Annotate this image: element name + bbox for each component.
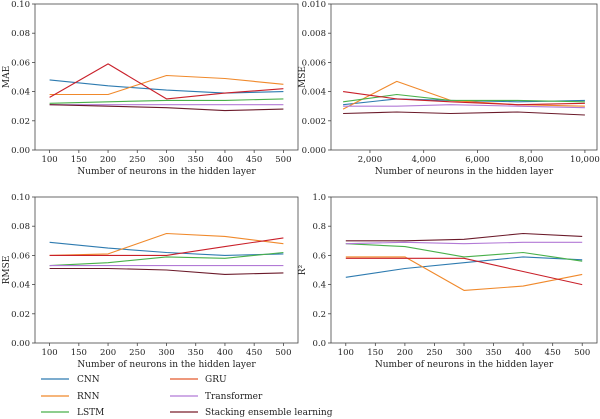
r2-x-tick-label: 100	[338, 348, 354, 358]
mae-y-tick-label: 0.00	[11, 146, 30, 156]
mse-x-tick-label: 8,000	[519, 155, 543, 165]
mse-x-tick-label: 6,000	[465, 155, 489, 165]
legend-label-gru: GRU	[205, 375, 227, 385]
mse-y-tick-label: 0.000	[302, 146, 326, 156]
r2-y-tick-label: 0.8	[312, 222, 326, 232]
mse-y-tick-label: 0.006	[302, 58, 326, 68]
mse-x-axis-label: Number of neurons in the hidden layer	[375, 167, 554, 177]
rmse-x-tick-label: 350	[188, 348, 204, 358]
rmse-line-rnn	[49, 232, 284, 256]
rmse-line-lstm	[49, 251, 284, 267]
mse-y-tick-label: 0.004	[302, 88, 326, 98]
r2-y-tick-label: 0.6	[312, 251, 326, 261]
r2-line-rnn	[345, 256, 583, 291]
mae-line-stacking	[49, 104, 284, 112]
rmse-x-tick-label: 400	[217, 348, 233, 358]
legend-label-cnn: CNN	[77, 375, 100, 385]
rmse-y-axis-label: RMSE	[2, 256, 12, 285]
r2-x-tick-label: 300	[456, 348, 472, 358]
mse-x-tick-label: 2,000	[358, 155, 382, 165]
rmse-y-tick-label: 0.06	[11, 251, 30, 261]
rmse-line-gru	[49, 237, 284, 256]
r2-y-tick-label: 1.0	[312, 193, 326, 203]
mae-line-lstm	[49, 98, 284, 104]
r2-plot-frame	[330, 196, 598, 344]
r2-x-tick-label: 150	[367, 348, 383, 358]
mae-line-cnn	[49, 79, 284, 94]
rmse-y-tick-label: 0.08	[11, 222, 30, 232]
mae-chart-panel: 0.00 0.02 0.04 0.06 0.08 0.10 100 150 200 250 300 3…	[2, 0, 299, 177]
r2-line-cnn	[345, 256, 583, 278]
mae-y-tick-label: 0.06	[11, 58, 30, 68]
mae-x-axis-label: Number of neurons in the hidden layer	[77, 167, 256, 177]
rmse-x-tick-label: 250	[129, 348, 145, 358]
legend: CNN GRU RNN Transformer LSTM Stacking en…	[41, 375, 333, 418]
mse-y-axis-label: MSE	[298, 66, 308, 88]
mae-x-tick-label: 150	[71, 155, 87, 165]
mae-x-tick-label: 400	[217, 155, 233, 165]
legend-label-lstm: LSTM	[77, 408, 104, 418]
rmse-y-tick-label: 0.10	[11, 193, 30, 203]
r2-y-tick-label: 0.4	[312, 281, 326, 291]
mae-y-axis-label: MAE	[2, 66, 12, 88]
rmse-x-tick-label: 450	[246, 348, 262, 358]
mse-plot-frame	[330, 3, 598, 151]
r2-y-tick-label: 0.2	[312, 310, 326, 320]
mae-x-tick-label: 200	[100, 155, 116, 165]
rmse-x-tick-label: 150	[71, 348, 87, 358]
mae-x-tick-label: 300	[158, 155, 174, 165]
r2-x-tick-label: 400	[515, 348, 531, 358]
mse-x-tick-label: 4,000	[412, 155, 436, 165]
mse-y-tick-label: 0.008	[302, 29, 326, 39]
mae-y-tick-label: 0.02	[11, 117, 30, 127]
r2-line-gru	[345, 257, 583, 286]
rmse-y-tick-label: 0.04	[11, 281, 30, 291]
mse-chart-panel: 0.000 0.002 0.004 0.006 0.008 0.010 2,000 4,000…	[298, 0, 600, 177]
rmse-x-tick-label: 500	[275, 348, 291, 358]
mae-x-tick-label: 100	[41, 155, 57, 165]
rmse-line-cnn	[49, 241, 284, 256]
rmse-x-axis-label: Number of neurons in the hidden layer	[77, 360, 256, 370]
r2-x-tick-label: 500	[574, 348, 590, 358]
rmse-line-stacking	[49, 267, 284, 275]
r2-chart-panel: 0.0 0.2 0.4 0.6 0.8 1.0 100 150 200 250 300 350 400 4…	[298, 193, 598, 370]
rmse-chart-panel: 0.00 0.02 0.04 0.06 0.08 0.10 100 150 200 250 300 3…	[2, 193, 299, 370]
mae-line-rnn	[49, 74, 284, 96]
mse-y-tick-label: 0.002	[302, 117, 326, 127]
mae-y-tick-label: 0.10	[11, 0, 30, 10]
r2-y-tick-label: 0.0	[312, 339, 326, 349]
r2-x-tick-label: 350	[485, 348, 501, 358]
legend-label-rnn: RNN	[77, 392, 100, 402]
mae-x-tick-label: 350	[188, 155, 204, 165]
r2-x-tick-label: 250	[426, 348, 442, 358]
r2-x-tick-label: 450	[545, 348, 561, 358]
r2-line-stacking	[345, 232, 583, 242]
r2-y-axis-label: R²	[298, 264, 308, 275]
mae-x-tick-label: 500	[275, 155, 291, 165]
r2-line-transformer	[345, 241, 583, 245]
r2-x-axis-label: Number of neurons in the hidden layer	[375, 360, 554, 370]
mae-plot-frame	[34, 3, 299, 151]
mse-line-stacking	[343, 111, 585, 116]
mae-y-tick-label: 0.04	[11, 88, 30, 98]
mae-x-tick-label: 450	[246, 155, 262, 165]
rmse-y-tick-label: 0.00	[11, 339, 30, 349]
mae-y-tick-label: 0.08	[11, 29, 30, 39]
mse-line-transformer	[343, 104, 585, 109]
mse-x-tick-label: 10,000	[570, 155, 600, 165]
mse-y-tick-label: 0.010	[302, 0, 326, 10]
r2-x-tick-label: 200	[397, 348, 413, 358]
legend-label-stacking: Stacking ensemble learning	[205, 408, 333, 418]
mse-line-gru	[343, 91, 585, 106]
rmse-x-tick-label: 200	[100, 348, 116, 358]
mae-x-tick-label: 250	[129, 155, 145, 165]
r2-line-lstm	[345, 243, 583, 262]
rmse-x-tick-label: 100	[41, 348, 57, 358]
mae-line-gru	[49, 63, 284, 100]
rmse-x-tick-label: 300	[158, 348, 174, 358]
rmse-y-tick-label: 0.02	[11, 310, 30, 320]
legend-label-transformer: Transformer	[205, 392, 263, 402]
